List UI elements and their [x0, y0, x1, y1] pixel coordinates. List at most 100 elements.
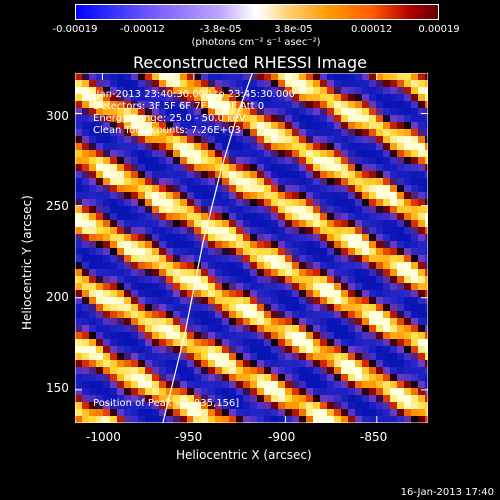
heatmap-cell [117, 241, 124, 248]
heatmap-cell [425, 395, 428, 402]
heatmap-cell [152, 73, 159, 80]
heatmap-cell [313, 136, 320, 143]
heatmap-cell [124, 360, 131, 367]
heatmap-cell [369, 374, 376, 381]
heatmap-cell [257, 213, 264, 220]
heatmap-cell [82, 136, 89, 143]
heatmap-cell [292, 409, 299, 416]
heatmap-cell [96, 388, 103, 395]
heatmap-cell [229, 297, 236, 304]
heatmap-cell [292, 304, 299, 311]
heatmap-cell [383, 332, 390, 339]
heatmap-cell [89, 367, 96, 374]
heatmap-cell [208, 157, 215, 164]
heatmap-cell [334, 115, 341, 122]
heatmap-cell [110, 395, 117, 402]
heatmap-cell [131, 108, 138, 115]
heatmap-cell [334, 409, 341, 416]
heatmap-cell [341, 381, 348, 388]
heatmap-cell [369, 241, 376, 248]
heatmap-cell [264, 73, 271, 80]
heatmap-cell [320, 283, 327, 290]
heatmap-cell [390, 283, 397, 290]
heatmap-cell [180, 115, 187, 122]
heatmap-cell [299, 143, 306, 150]
heatmap-cell [425, 381, 428, 388]
heatmap-cell [257, 318, 264, 325]
heatmap-cell [292, 311, 299, 318]
heatmap-cell [89, 374, 96, 381]
heatmap-cell [306, 192, 313, 199]
heatmap-cell [180, 395, 187, 402]
heatmap-cell [271, 290, 278, 297]
heatmap-cell [243, 381, 250, 388]
heatmap-cell [103, 234, 110, 241]
heatmap-cell [362, 248, 369, 255]
heatmap-cell [285, 367, 292, 374]
heatmap-cell [404, 129, 411, 136]
heatmap-cell [369, 269, 376, 276]
heatmap-cell [82, 339, 89, 346]
heatmap-cell [159, 87, 166, 94]
colorbar-tick-label: -0.00019 [52, 24, 98, 35]
heatmap-cell [299, 94, 306, 101]
heatmap-cell [320, 192, 327, 199]
heatmap-cell [355, 136, 362, 143]
heatmap-cell [138, 80, 145, 87]
heatmap-cell [292, 395, 299, 402]
heatmap-cell [362, 178, 369, 185]
heatmap-cell [278, 101, 285, 108]
heatmap-cell [194, 136, 201, 143]
heatmap-cell [96, 395, 103, 402]
heatmap-cell [82, 248, 89, 255]
heatmap-cell [82, 171, 89, 178]
heatmap-cell [334, 402, 341, 409]
heatmap-cell [292, 346, 299, 353]
heatmap-cell [306, 395, 313, 402]
heatmap-cell [278, 73, 285, 80]
heatmap-cell [236, 255, 243, 262]
heatmap-cell [299, 80, 306, 87]
heatmap-cell [89, 360, 96, 367]
heatmap-cell [145, 129, 152, 136]
heatmap-cell [271, 353, 278, 360]
heatmap-cell [124, 325, 131, 332]
heatmap-cell [215, 402, 222, 409]
heatmap-cell [208, 73, 215, 80]
heatmap-cell [229, 87, 236, 94]
heatmap-cell [313, 185, 320, 192]
heatmap-cell [208, 129, 215, 136]
heatmap-cell [131, 87, 138, 94]
heatmap-cell [397, 213, 404, 220]
heatmap-cell [194, 409, 201, 416]
heatmap-cell [152, 178, 159, 185]
heatmap-cell [187, 339, 194, 346]
heatmap-cell [96, 297, 103, 304]
heatmap-cell [201, 143, 208, 150]
heatmap-cell [355, 367, 362, 374]
heatmap-cell [250, 80, 257, 87]
heatmap-cell [383, 164, 390, 171]
heatmap-cell [152, 360, 159, 367]
heatmap-cell [376, 248, 383, 255]
heatmap-cell [250, 269, 257, 276]
heatmap-cell [271, 255, 278, 262]
heatmap-cell [390, 122, 397, 129]
heatmap-cell [278, 297, 285, 304]
heatmap-cell [348, 297, 355, 304]
heatmap-cell [215, 213, 222, 220]
heatmap-cell [117, 157, 124, 164]
heatmap-cell [131, 297, 138, 304]
heatmap-cell [117, 213, 124, 220]
heatmap-cell [250, 360, 257, 367]
heatmap-cell [103, 227, 110, 234]
heatmap-cell [173, 199, 180, 206]
heatmap-cell [341, 318, 348, 325]
heatmap-cell [278, 206, 285, 213]
heatmap-cell [159, 353, 166, 360]
heatmap-cell [425, 255, 428, 262]
heatmap-cell [243, 346, 250, 353]
heatmap-cell [222, 115, 229, 122]
heatmap-cell [110, 164, 117, 171]
heatmap-cell [117, 185, 124, 192]
